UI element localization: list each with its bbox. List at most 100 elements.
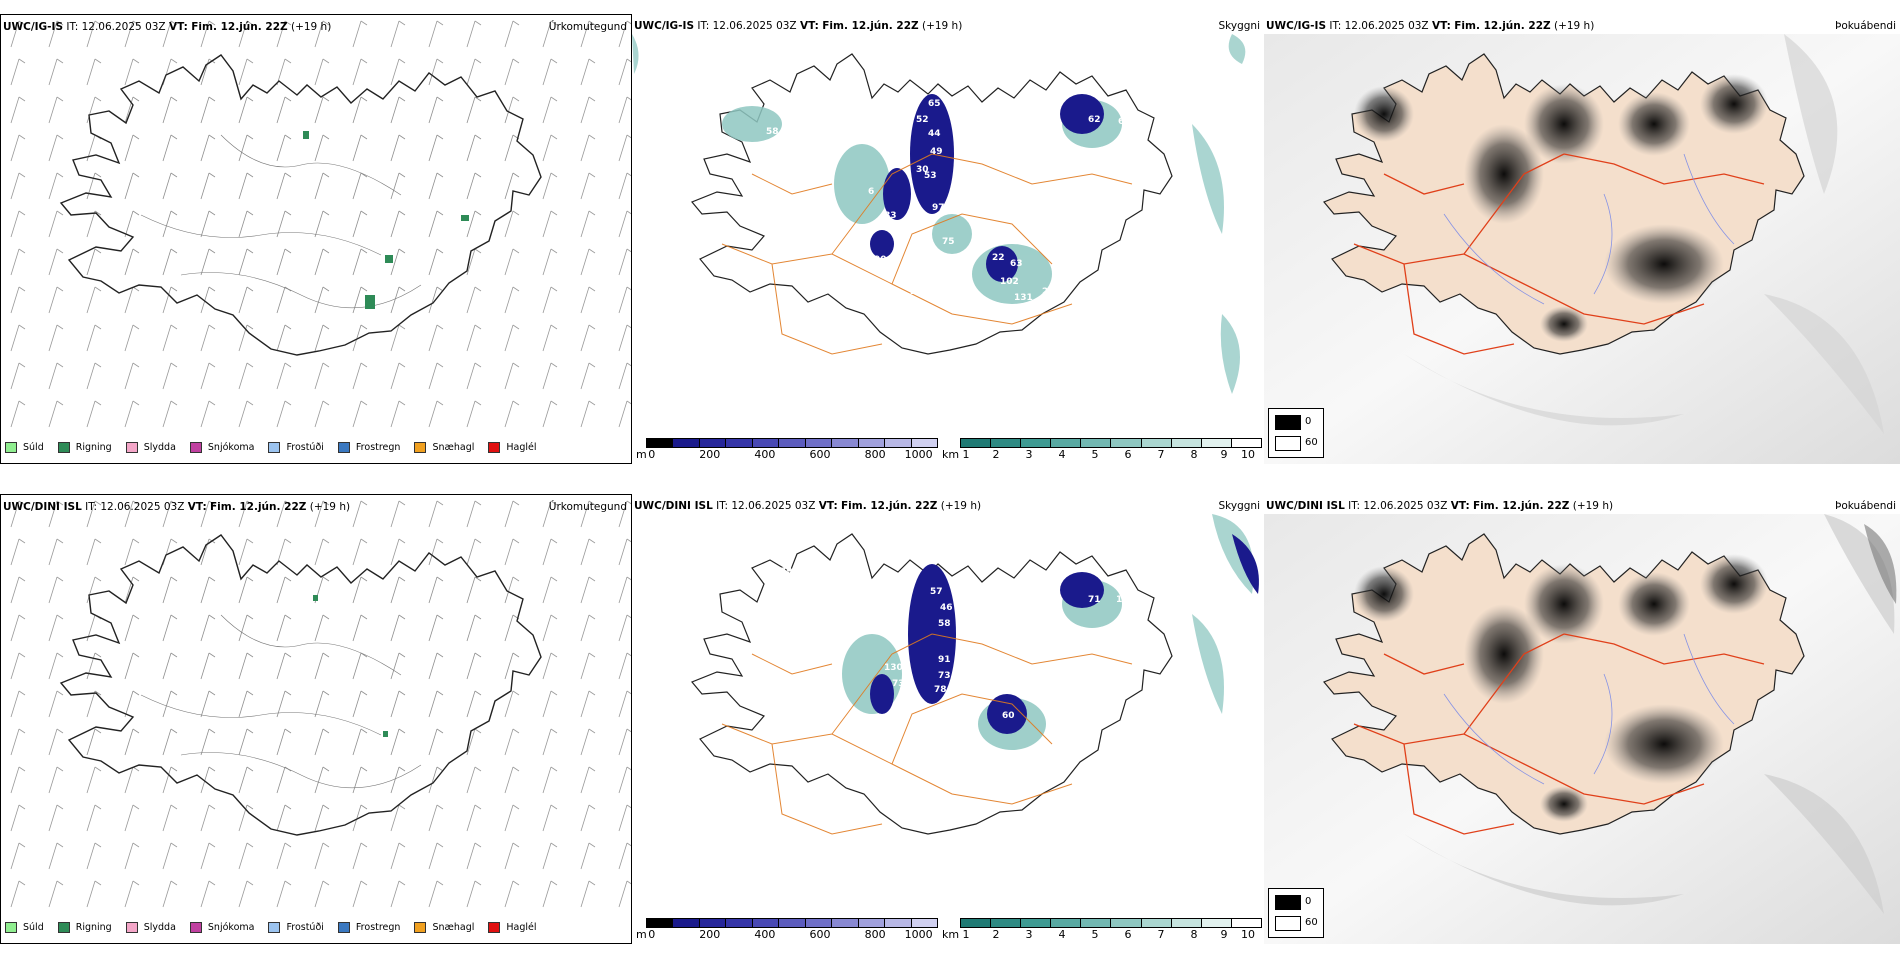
panel-title: Þokuábendi xyxy=(1835,500,1896,512)
ceiling-label: 103 xyxy=(1136,151,1155,161)
fog-legend-swatch xyxy=(1275,436,1301,451)
ceiling-label: 21 xyxy=(910,287,923,297)
fog-legend-label: 60 xyxy=(1305,437,1318,448)
ceiling-label: 75 xyxy=(942,237,955,247)
ceiling-colorbar: m 0 200 400 600 800 1000 xyxy=(636,918,938,944)
legend-item: Snjókoma xyxy=(189,442,255,453)
vt-label: VT: xyxy=(799,20,819,32)
ceiling-label: 49 xyxy=(930,147,943,157)
legend-item: Súld xyxy=(5,922,44,933)
legend-swatch xyxy=(189,442,202,453)
forecast-row-2: UWC/DINI ISL IT: 12.06.2025 03Z VT: Fim.… xyxy=(0,494,1900,959)
lead-time: (+19 h) xyxy=(921,20,963,32)
it-value: 12.06.2025 03Z xyxy=(1344,20,1429,32)
panel-header: UWC/DINI ISL IT: 12.06.2025 03Z VT: Fim.… xyxy=(3,501,350,513)
panel-title: Úrkomutegund xyxy=(548,501,627,513)
fog-legend-swatch xyxy=(1275,916,1301,931)
tick-label: 3 xyxy=(1025,448,1033,461)
legend-item: Frostregn xyxy=(337,442,401,453)
vt-value: Fim. 12.jún. 22Z xyxy=(210,501,307,513)
tick-label: 7 xyxy=(1157,928,1165,941)
ceiling-label: 57 xyxy=(930,587,943,597)
ceiling-label: 57 xyxy=(1028,577,1041,587)
fog-legend-label: 60 xyxy=(1305,917,1318,928)
legend-label: Snjókoma xyxy=(207,442,255,453)
tick-label: 600 xyxy=(809,928,831,941)
model-name: UWC/IG-IS xyxy=(634,20,695,32)
tick-label: 1000 xyxy=(904,928,933,941)
ceiling-colorbar-strip xyxy=(646,438,938,448)
fog-legend-label: 0 xyxy=(1305,416,1312,427)
fog-legend: 0 60 xyxy=(1268,888,1324,938)
legend-swatch xyxy=(268,922,281,933)
precip-map xyxy=(1,15,631,435)
ceiling-label: 73 xyxy=(892,679,905,689)
visibility-map: 57 46 58 91 73 78 130 73 57 26 71 108 60… xyxy=(691,514,1259,835)
legend-item: Haglél xyxy=(488,442,537,453)
it-label: IT: xyxy=(1348,500,1361,512)
tick-label: 1 xyxy=(962,928,970,941)
vt-label: VT: xyxy=(187,501,207,513)
ceiling-label: 46 xyxy=(940,603,953,613)
tick-label: 8 xyxy=(1190,928,1198,941)
lead-time: (+19 h) xyxy=(290,21,332,33)
tick-label: 800 xyxy=(864,448,886,461)
ceiling-unit: m xyxy=(636,448,647,461)
vt-label: VT: xyxy=(168,21,188,33)
it-value: 12.06.2025 03Z xyxy=(731,500,816,512)
ceiling-label: 44 xyxy=(928,129,941,139)
fog-map xyxy=(1264,34,1900,464)
visibility-colorbar-strip xyxy=(960,438,1262,448)
vt-label: VT: xyxy=(1431,20,1451,32)
legend-swatch xyxy=(125,442,138,453)
tick-label: 2 xyxy=(992,448,1000,461)
tick-label: 0 xyxy=(648,448,656,461)
ceiling-label: 53 xyxy=(924,171,937,181)
ceiling-label: 58 xyxy=(938,619,951,629)
legend-swatch xyxy=(488,442,501,453)
legend-item: Rigning xyxy=(57,442,112,453)
panel-header: UWC/DINI ISL IT: 12.06.2025 03Z VT: Fim.… xyxy=(1266,500,1613,512)
legend-item: Frostregn xyxy=(337,922,400,933)
legend-swatch xyxy=(337,442,350,453)
tick-label: 800 xyxy=(864,928,886,941)
it-value: 12.06.2025 03Z xyxy=(100,501,185,513)
panel-header: UWC/IG-IS IT: 12.06.2025 03Z VT: Fim. 12… xyxy=(634,20,962,32)
precip-legend: Súld Rigning Slydda Snjókoma Frostúði Fr… xyxy=(5,922,537,933)
tick-label: 600 xyxy=(809,448,831,461)
ceiling-label: 71 xyxy=(1088,595,1101,605)
ceiling-label: 102 xyxy=(1000,277,1019,287)
visibility-unit: km xyxy=(942,448,960,461)
tick-label: 4 xyxy=(1058,448,1066,461)
legend-label: Frostúði xyxy=(286,922,324,933)
forecast-row-1: UWC/IG-IS IT: 12.06.2025 03Z VT: Fim. 12… xyxy=(0,14,1900,479)
fog-legend-swatch xyxy=(1275,415,1301,430)
tick-label: 6 xyxy=(1124,448,1132,461)
precip-legend: Súld Rigning Slydda Snjókoma Frostúði Fr… xyxy=(5,442,537,453)
legend-label: Frostregn xyxy=(355,442,401,453)
it-value: 12.06.2025 03Z xyxy=(81,21,166,33)
legend-label: Snæhagl xyxy=(432,442,475,453)
it-label: IT: xyxy=(697,20,710,32)
vt-value: Fim. 12.jún. 22Z xyxy=(1473,500,1570,512)
panel-title: Úrkomutegund xyxy=(548,21,627,33)
panel-title: Þokuábendi xyxy=(1835,20,1896,32)
panel-header: UWC/IG-IS IT: 12.06.2025 03Z VT: Fim. 12… xyxy=(3,21,331,33)
tick-label: 400 xyxy=(754,448,776,461)
legend-label: Haglél xyxy=(506,442,537,453)
tick-label: 10 xyxy=(1241,928,1255,941)
visibility-colorbar: km 1 2 3 4 5 6 7 8 9 10 xyxy=(942,918,1262,944)
ceiling-label: 60 xyxy=(1002,711,1015,721)
visibility-colorbar-strip xyxy=(960,918,1262,928)
legend-item: Slydda xyxy=(125,442,176,453)
lead-time: (+19 h) xyxy=(940,500,982,512)
tick-label: 1 xyxy=(962,448,970,461)
lead-time: (+19 h) xyxy=(309,501,351,513)
ceiling-label: 251 xyxy=(1042,287,1061,297)
tick-label: 8 xyxy=(1190,448,1198,461)
fog-panel: UWC/DINI ISL IT: 12.06.2025 03Z VT: Fim.… xyxy=(1264,494,1900,944)
legend-item: Snæhagl xyxy=(414,922,474,933)
vt-label: VT: xyxy=(1450,500,1470,512)
legend-swatch xyxy=(414,442,427,453)
panel-header: UWC/IG-IS IT: 12.06.2025 03Z VT: Fim. 12… xyxy=(1266,20,1594,32)
